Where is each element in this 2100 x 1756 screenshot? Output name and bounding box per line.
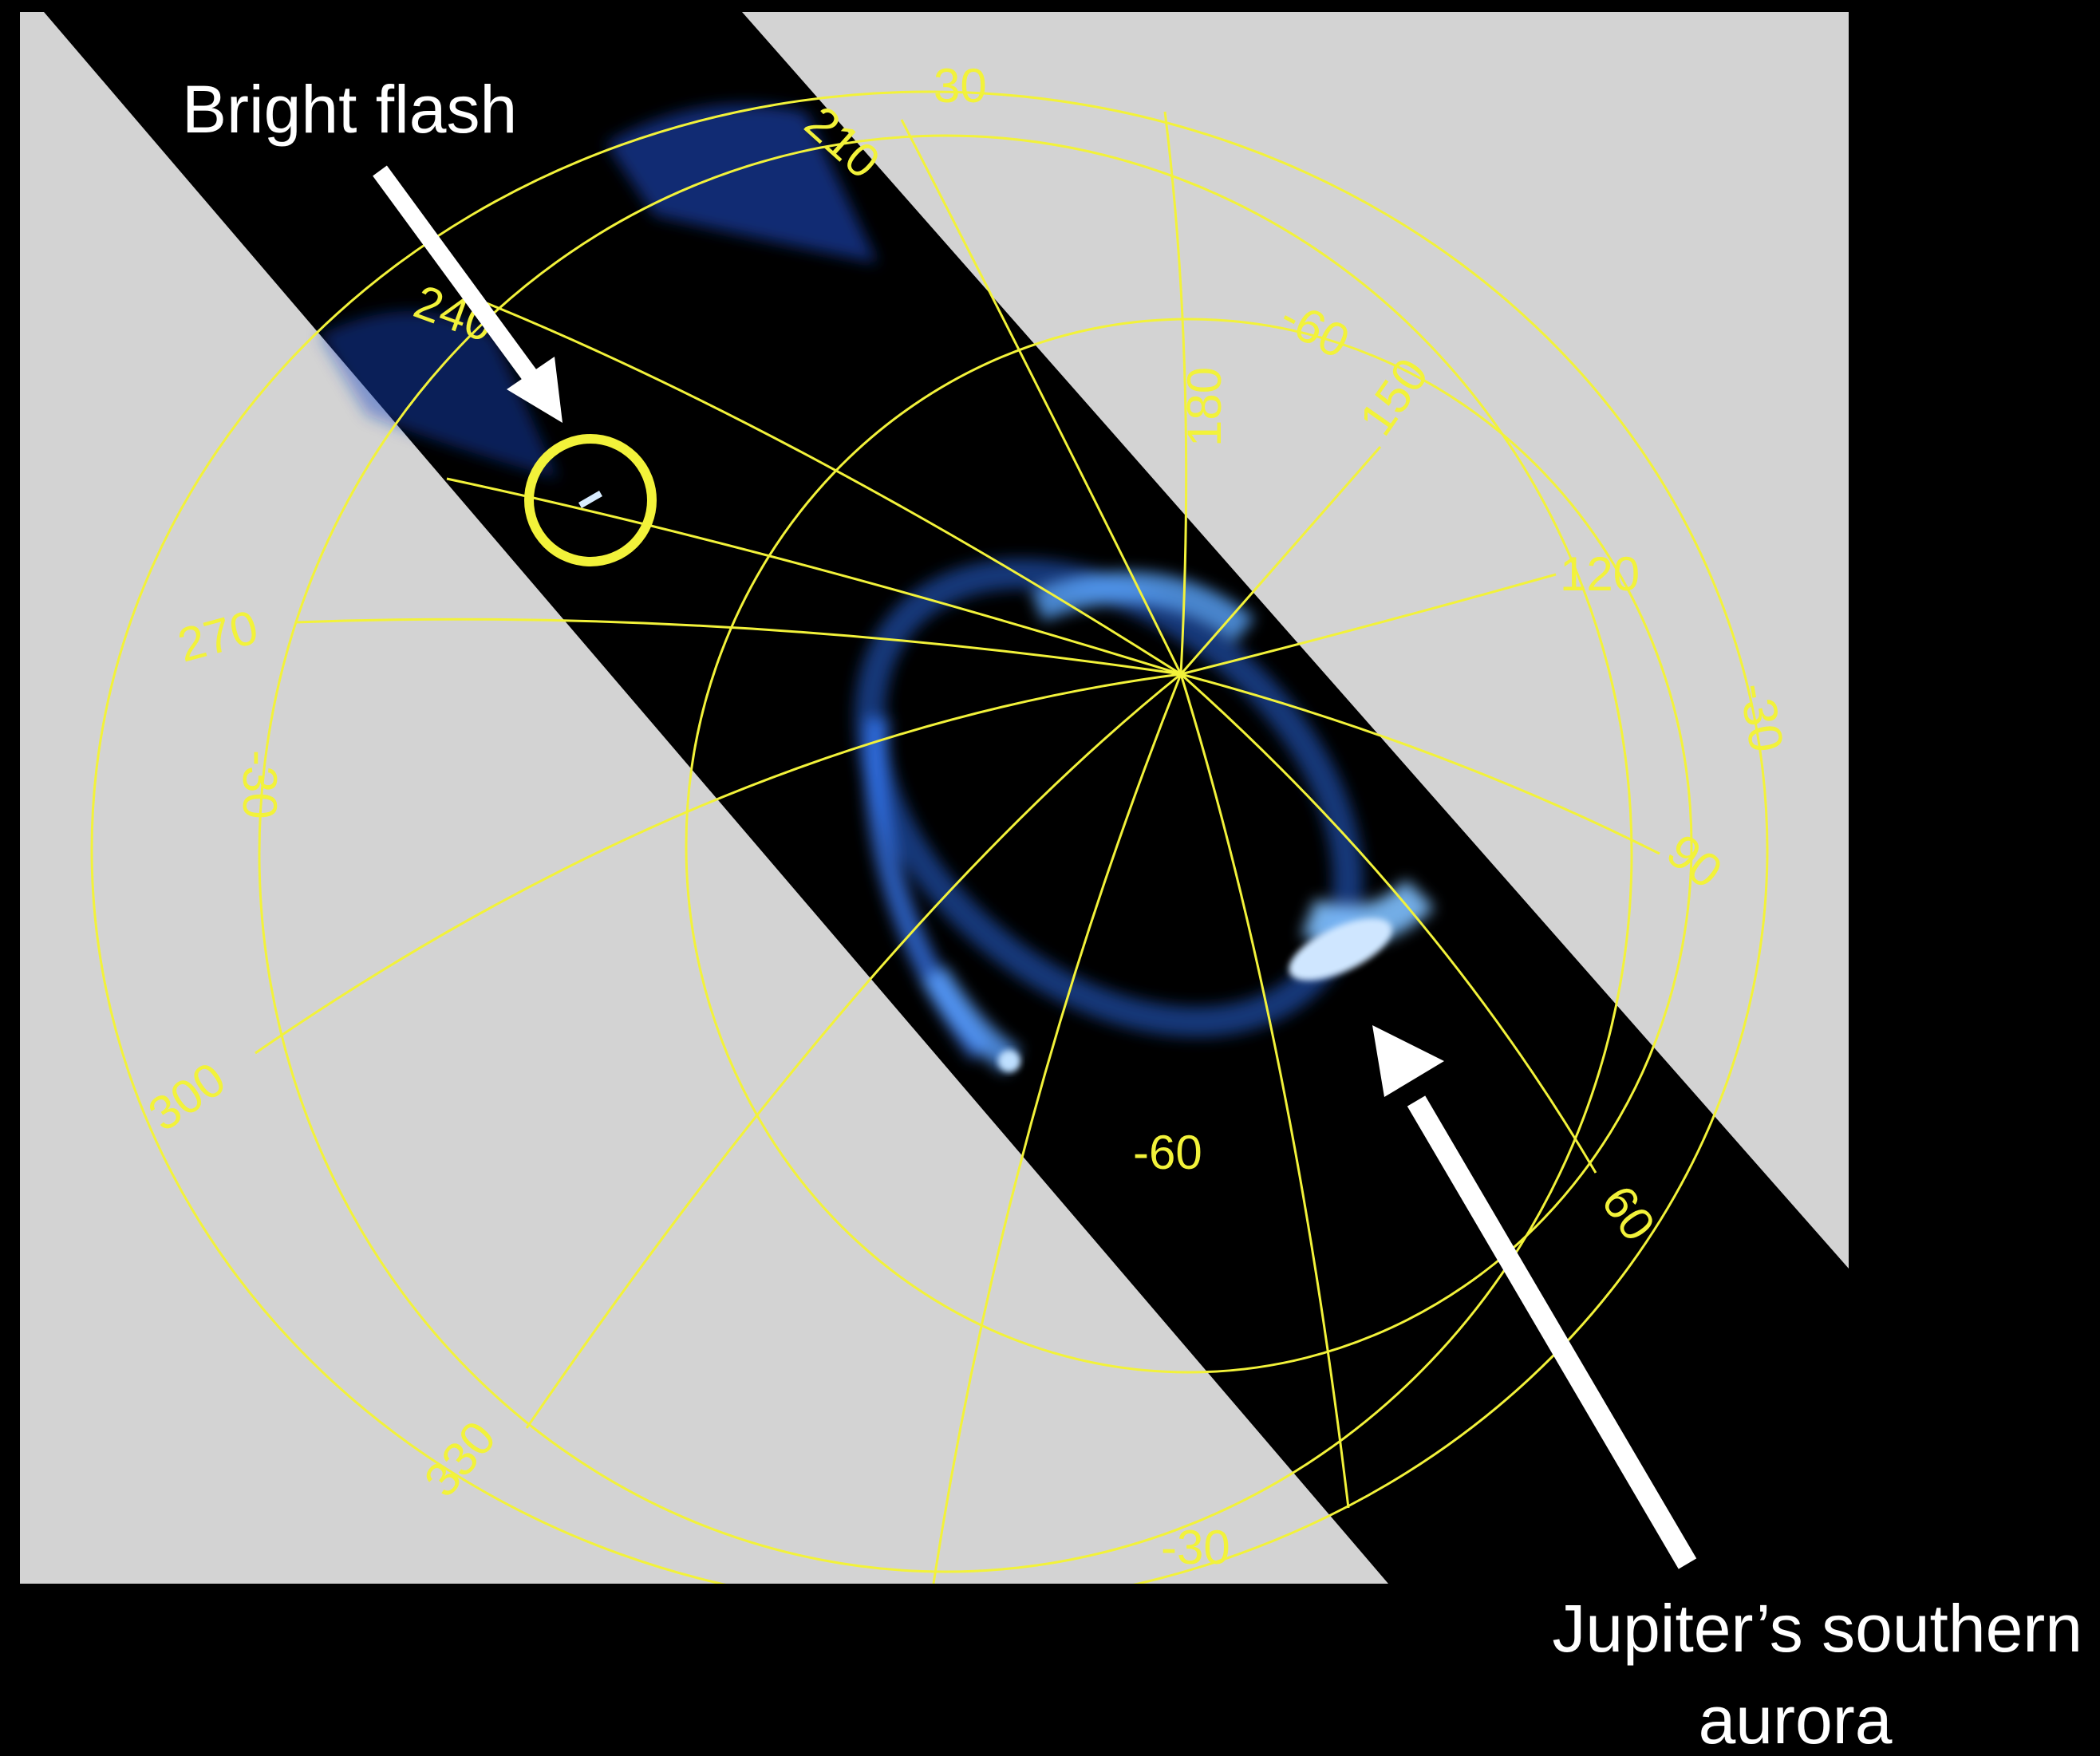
grid-label-lat-right: -30 <box>1729 679 1794 756</box>
bright-spot <box>998 1050 1020 1072</box>
flash-highlight-circle <box>524 434 657 566</box>
grid-label-lon-120: 120 <box>1560 547 1640 601</box>
grid-label-lat-bottom: -30 <box>1161 1521 1230 1574</box>
coordinate-grid <box>90 90 1769 1584</box>
aurora-label-line1: Jupiter’s southern <box>1552 1591 2082 1666</box>
aurora-bright-arc <box>1289 918 1392 981</box>
grid-label-lat-top: 30 <box>934 59 987 112</box>
flash-arrow <box>373 165 562 423</box>
aurora-label-line2: aurora <box>1699 1683 1893 1756</box>
latitude-ring-middle <box>258 134 1633 1573</box>
latitude-ring-inner <box>685 318 1693 1374</box>
grid-label-lat-inner-bottom: -60 <box>1133 1126 1202 1179</box>
grid-label-lon-180: 180 <box>1178 367 1231 447</box>
flash-spot <box>578 491 602 508</box>
aurora-arrow <box>1372 1025 1697 1569</box>
longitude-lines <box>255 111 1660 1584</box>
grid-label-lat-left: -30 <box>233 750 286 819</box>
latitude-ring-outer <box>90 90 1769 1584</box>
flash-label: Bright flash <box>182 72 517 147</box>
